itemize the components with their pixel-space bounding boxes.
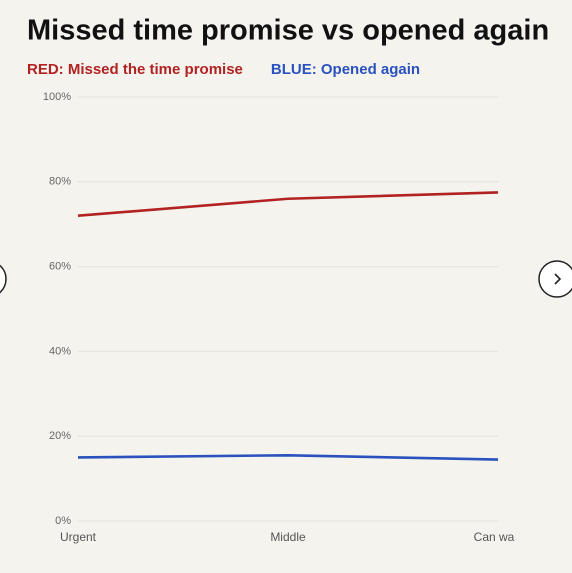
- series-line: [77, 191, 499, 218]
- next-chevron: [554, 273, 562, 285]
- legend-entry: BLUE: Opened again: [271, 61, 420, 78]
- x-tick-label: Middle: [270, 530, 306, 544]
- next-button-circle[interactable]: [538, 260, 572, 298]
- chart-title: Missed time promise vs opened again: [27, 15, 549, 47]
- y-tick-label: 20%: [49, 430, 71, 442]
- y-tick-label: 80%: [49, 176, 71, 188]
- series-line: [77, 453, 499, 461]
- y-tick-label: 60%: [49, 261, 71, 273]
- legend-entry: RED: Missed the time promise: [27, 61, 243, 78]
- y-tick-label: 0%: [55, 515, 71, 527]
- x-tick-label: Can wa: [474, 530, 515, 544]
- next-button[interactable]: [538, 260, 572, 298]
- x-tick-label: Urgent: [60, 530, 97, 544]
- y-tick-label: 100%: [43, 91, 71, 103]
- y-tick-label: 40%: [49, 345, 71, 357]
- prev-button[interactable]: [0, 261, 7, 297]
